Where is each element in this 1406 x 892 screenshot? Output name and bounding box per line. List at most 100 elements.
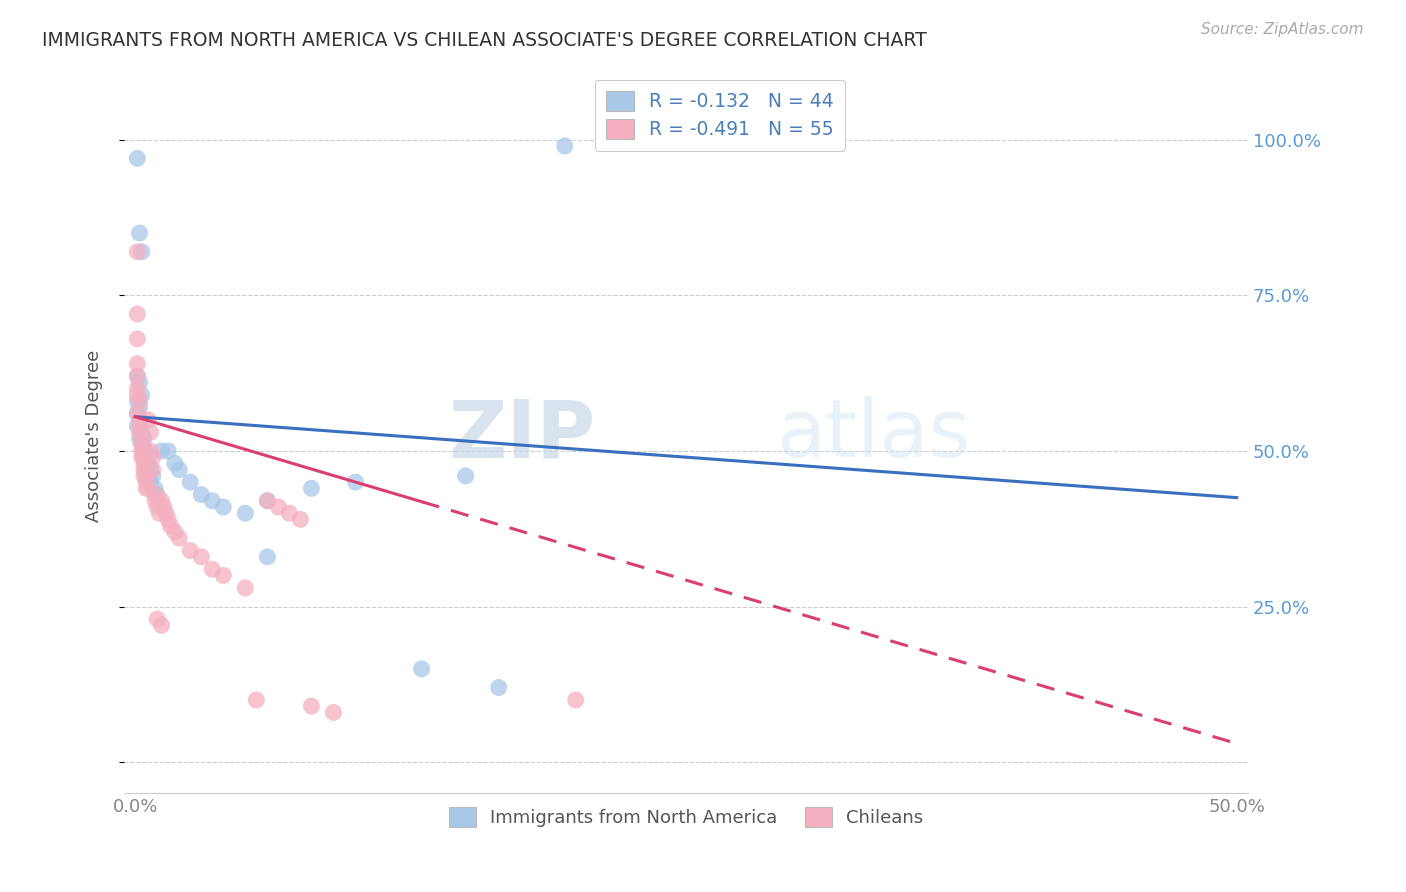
Point: [142, 468, 165, 483]
Point: [190, 549, 212, 564]
Point: [128, 419, 150, 434]
Point: [131, 388, 153, 402]
Point: [127, 369, 149, 384]
Point: [131, 444, 153, 458]
Point: [150, 493, 173, 508]
Point: [128, 376, 150, 390]
Point: [146, 487, 169, 501]
Point: [138, 413, 160, 427]
Point: [127, 407, 149, 421]
Point: [139, 425, 162, 440]
Point: [146, 500, 169, 514]
Point: [201, 562, 224, 576]
Point: [245, 693, 267, 707]
Point: [135, 457, 157, 471]
Point: [132, 457, 155, 471]
Point: [132, 450, 155, 465]
Point: [135, 444, 157, 458]
Point: [127, 369, 149, 384]
Point: [167, 531, 190, 545]
Point: [127, 382, 149, 396]
Point: [138, 481, 160, 495]
Point: [138, 457, 160, 471]
Point: [256, 549, 278, 564]
Point: [267, 500, 290, 514]
Point: [157, 512, 180, 526]
Point: [554, 139, 576, 153]
Point: [142, 450, 165, 465]
Point: [127, 394, 149, 409]
Point: [212, 568, 235, 582]
Point: [322, 706, 344, 720]
Point: [131, 438, 153, 452]
Point: [132, 462, 155, 476]
Point: [139, 462, 162, 476]
Point: [565, 693, 588, 707]
Point: [201, 493, 224, 508]
Point: [146, 612, 169, 626]
Point: [135, 481, 157, 495]
Point: [488, 681, 510, 695]
Point: [127, 388, 149, 402]
Text: Source: ZipAtlas.com: Source: ZipAtlas.com: [1201, 22, 1364, 37]
Point: [132, 450, 155, 465]
Point: [127, 419, 149, 434]
Point: [128, 425, 150, 440]
Point: [143, 493, 166, 508]
Point: [127, 307, 149, 321]
Point: [131, 438, 153, 452]
Point: [454, 468, 477, 483]
Point: [290, 512, 312, 526]
Text: ZIP: ZIP: [449, 396, 596, 475]
Point: [143, 487, 166, 501]
Point: [212, 500, 235, 514]
Point: [127, 332, 149, 346]
Y-axis label: Associate's Degree: Associate's Degree: [86, 350, 103, 522]
Point: [159, 518, 181, 533]
Point: [411, 662, 433, 676]
Point: [155, 506, 177, 520]
Point: [157, 444, 180, 458]
Point: [132, 468, 155, 483]
Point: [131, 425, 153, 440]
Point: [127, 244, 149, 259]
Point: [344, 475, 367, 489]
Point: [148, 506, 170, 520]
Point: [150, 444, 173, 458]
Point: [179, 543, 201, 558]
Point: [142, 462, 165, 476]
Point: [139, 444, 162, 458]
Point: [179, 475, 201, 489]
Point: [128, 413, 150, 427]
Point: [128, 432, 150, 446]
Point: [256, 493, 278, 508]
Point: [128, 226, 150, 240]
Text: IMMIGRANTS FROM NORTH AMERICA VS CHILEAN ASSOCIATE'S DEGREE CORRELATION CHART: IMMIGRANTS FROM NORTH AMERICA VS CHILEAN…: [42, 31, 927, 50]
Text: atlas: atlas: [776, 396, 970, 475]
Point: [132, 432, 155, 446]
Legend: Immigrants from North America, Chileans: Immigrants from North America, Chileans: [441, 800, 931, 834]
Point: [127, 357, 149, 371]
Point: [131, 450, 153, 465]
Point: [167, 462, 190, 476]
Point: [138, 468, 160, 483]
Point: [152, 500, 174, 514]
Point: [150, 618, 173, 632]
Point: [190, 487, 212, 501]
Point: [163, 524, 186, 539]
Point: [135, 462, 157, 476]
Point: [233, 581, 256, 595]
Point: [278, 506, 301, 520]
Point: [233, 506, 256, 520]
Point: [299, 481, 322, 495]
Point: [132, 444, 155, 458]
Point: [139, 475, 162, 489]
Point: [127, 152, 149, 166]
Point: [299, 699, 322, 714]
Point: [135, 468, 157, 483]
Point: [127, 407, 149, 421]
Point: [128, 413, 150, 427]
Point: [131, 432, 153, 446]
Point: [256, 493, 278, 508]
Point: [135, 475, 157, 489]
